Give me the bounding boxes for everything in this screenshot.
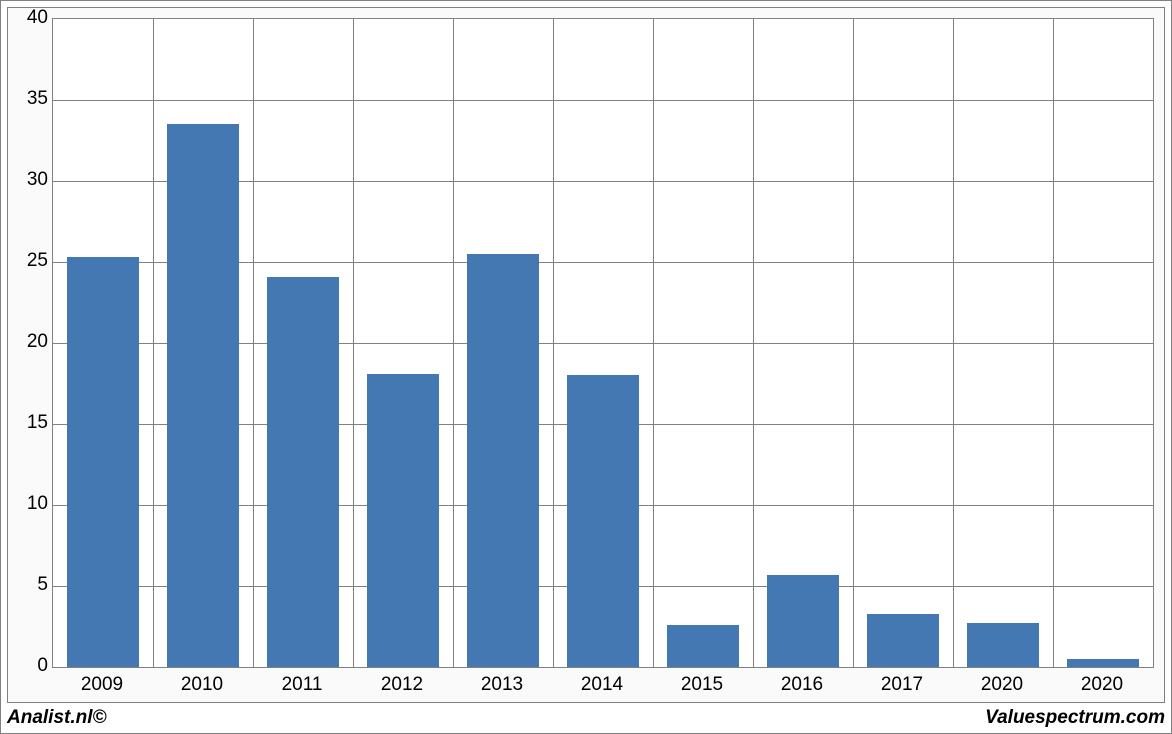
bar [467,254,539,667]
gridline-v [553,19,554,667]
gridline-v [1053,19,1054,667]
gridline-v [453,19,454,667]
x-axis-tick-label: 2011 [282,674,323,696]
plot-area [52,18,1154,668]
y-axis-tick-label: 0 [14,655,48,677]
footer-right-credit: Valuespectrum.com [985,707,1165,729]
x-axis-tick-label: 2017 [881,674,923,696]
x-axis-tick-label: 2020 [1081,674,1123,696]
y-axis-tick-label: 25 [14,250,48,272]
x-axis-tick-label: 2009 [81,674,123,696]
y-axis-tick-label: 40 [14,7,48,29]
gridline-v [753,19,754,667]
gridline-h [53,100,1153,101]
x-axis-tick-label: 2015 [681,674,723,696]
gridline-v [953,19,954,667]
bar [1067,659,1139,667]
y-axis-tick-label: 30 [14,169,48,191]
gridline-v [153,19,154,667]
bar [267,277,339,667]
gridline-v [653,19,654,667]
x-axis-tick-label: 2020 [981,674,1023,696]
gridline-v [353,19,354,667]
bar [867,614,939,667]
footer-left-credit: Analist.nl© [7,707,107,729]
bar [67,257,139,667]
chart-container: 0 5 10 15 20 25 30 35 40 2009 2010 2011 2012 2013 2014… [0,0,1172,734]
y-axis-tick-label: 20 [14,331,48,353]
bar [567,375,639,667]
bar [967,623,1039,667]
y-axis-tick-label: 10 [14,493,48,515]
bar [367,374,439,667]
bar [767,575,839,667]
bar [167,124,239,667]
y-axis-tick-label: 15 [14,412,48,434]
gridline-v [853,19,854,667]
bar [667,625,739,667]
gridline-v [253,19,254,667]
x-axis-tick-label: 2012 [381,674,423,696]
x-axis-tick-label: 2013 [481,674,523,696]
y-axis-tick-label: 35 [14,88,48,110]
chart-frame: 0 5 10 15 20 25 30 35 40 2009 2010 2011 2012 2013 2014… [7,7,1165,703]
x-axis-tick-label: 2010 [181,674,223,696]
x-axis-tick-label: 2014 [581,674,623,696]
x-axis-tick-label: 2016 [781,674,823,696]
y-axis-tick-label: 5 [14,574,48,596]
